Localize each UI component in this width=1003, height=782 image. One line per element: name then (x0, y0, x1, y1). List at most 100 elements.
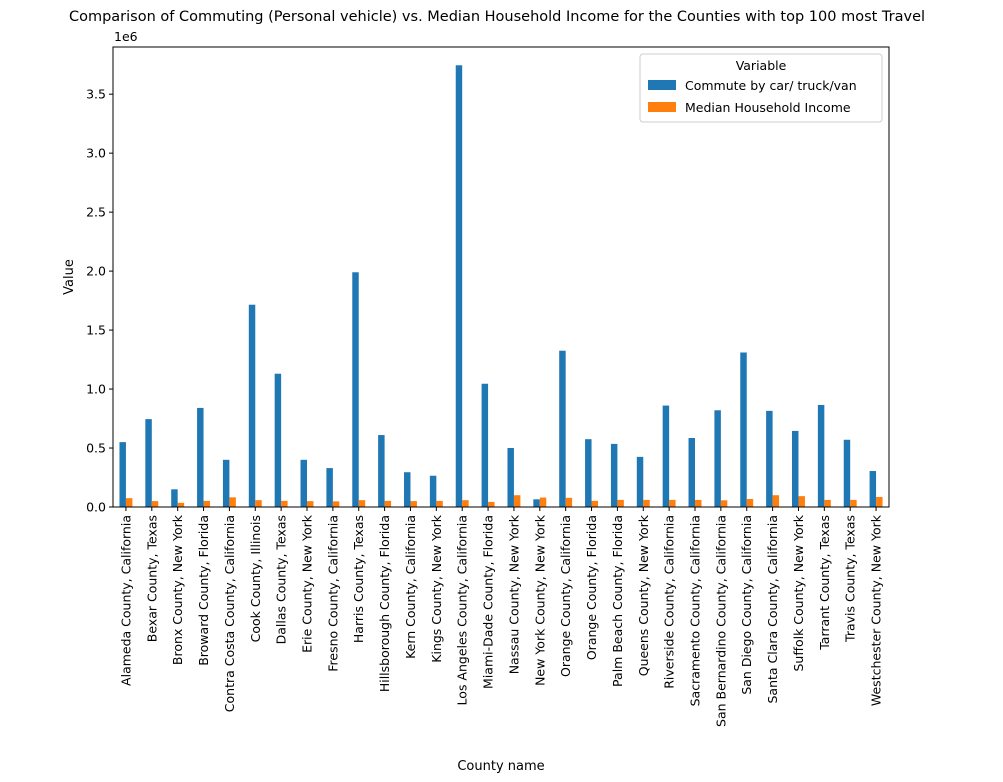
x-tick-label: Miami-Dade County, Florida (481, 515, 496, 689)
bar-commute-6 (274, 373, 282, 507)
bar-commute-27 (817, 404, 825, 507)
bar-commute-16 (533, 499, 540, 507)
bar-commute-22 (688, 438, 695, 507)
x-tick-label: Palm Beach County, Florida (610, 515, 625, 687)
x-tick-label: New York County, New York (532, 514, 547, 686)
bar-commute-7 (300, 459, 307, 507)
bar-income-4 (229, 497, 236, 507)
bar-income-12 (436, 500, 443, 507)
chart-title: Comparison of Commuting (Personal vehicl… (69, 9, 925, 25)
bar-commute-21 (662, 405, 670, 507)
bar-commute-18 (585, 439, 592, 507)
x-tick-label: Hillsborough County, Florida (377, 515, 392, 692)
bar-income-10 (384, 500, 392, 507)
x-tick-label: Bexar County, Texas (144, 515, 159, 642)
x-tick-label: Suffolk County, New York (791, 514, 806, 671)
bar-income-18 (591, 500, 598, 507)
y-tick-label: 3.5 (86, 87, 106, 102)
bar-income-26 (798, 496, 805, 507)
x-tick-label: Queens County, New York (636, 514, 651, 676)
legend-swatch (648, 80, 676, 90)
bar-commute-24 (740, 352, 747, 507)
bar-income-28 (850, 499, 857, 507)
x-tick-label: San Diego County, California (739, 515, 754, 695)
x-tick-label: Bronx County, New York (170, 514, 185, 665)
legend: Variable Commute by car/ truck/van Median… (639, 53, 883, 123)
legend-entry: Commute by car/ truck/van (685, 78, 857, 93)
bar-commute-11 (404, 472, 411, 507)
y-axis-scale-label: 1e6 (114, 29, 138, 44)
bar-income-9 (358, 500, 366, 507)
x-tick-label: Harris County, Texas (351, 515, 366, 643)
bar-commute-20 (636, 456, 644, 507)
x-tick-label: Alameda County, California (118, 515, 133, 686)
bar-income-7 (307, 501, 314, 507)
bar-income-8 (332, 501, 340, 507)
y-tick-label: 0.0 (86, 500, 106, 515)
y-tick-label: 1.5 (86, 323, 106, 338)
x-tick-label: Sacramento County, California (688, 515, 703, 706)
bar-commute-25 (766, 410, 773, 507)
x-axis: Alameda County, California Bexar County, … (118, 507, 884, 727)
x-axis-label: County name (457, 759, 544, 774)
bar-income-1 (151, 501, 159, 507)
x-tick-label: Contra Costa County, California (222, 515, 237, 712)
bar-commute-19 (610, 443, 618, 507)
bar-commute-4 (222, 459, 230, 507)
x-tick-label: Santa Clara County, California (765, 515, 780, 704)
bar-income-15 (513, 495, 521, 507)
bar-income-25 (772, 495, 780, 507)
bar-commute-1 (145, 419, 152, 507)
bar-income-14 (488, 501, 495, 507)
bar-commute-26 (792, 430, 799, 507)
bar-income-3 (203, 500, 210, 507)
bar-income-6 (281, 500, 288, 507)
legend-box (639, 53, 883, 123)
x-tick-label: Tarrant County, Texas (817, 515, 832, 651)
bar-commute-23 (714, 410, 721, 507)
bar-commute-29 (869, 471, 877, 507)
legend-title: Variable (736, 58, 787, 73)
bar-income-0 (125, 498, 133, 507)
x-tick-label: Kings County, New York (429, 514, 444, 662)
bar-income-16 (539, 497, 547, 507)
bar-commute-8 (326, 468, 333, 507)
plot-frame (112, 46, 890, 508)
bar-income-29 (876, 496, 883, 507)
bar-commute-2 (171, 489, 178, 507)
bar-income-11 (410, 501, 417, 507)
y-tick-label: 2.0 (86, 264, 106, 279)
bar-commute-28 (843, 439, 851, 507)
y-tick-label: 2.5 (86, 205, 106, 220)
bar-commute-17 (559, 350, 566, 507)
bar-commute-3 (197, 407, 204, 507)
bar-income-21 (669, 499, 676, 507)
bar-income-13 (462, 500, 469, 507)
x-tick-label: Cook County, Illinois (248, 515, 263, 642)
x-tick-label: Travis County, Texas (843, 515, 858, 643)
bar-commute-5 (248, 304, 256, 507)
bar-income-27 (824, 499, 831, 507)
x-tick-label: Orange County, Florida (584, 515, 599, 660)
x-tick-label: Riverside County, California (662, 515, 677, 689)
legend-entry: Median Household Income (685, 100, 851, 115)
bar-commute-13 (455, 65, 463, 507)
bar-income-22 (695, 499, 702, 507)
x-tick-label: Kern County, California (403, 515, 418, 659)
y-tick-label: 0.5 (86, 441, 106, 456)
x-tick-label: Fresno County, California (325, 515, 340, 672)
bar-income-20 (643, 499, 650, 507)
y-axis-label: Value (62, 259, 77, 295)
x-tick-label: San Bernardino County, California (713, 515, 728, 727)
bar-income-23 (720, 500, 728, 507)
y-axis: 0.0 0.5 1.0 1.5 2.0 2.5 3.0 3.5 (86, 87, 113, 515)
bar-commute-0 (119, 442, 126, 507)
x-tick-label: Nassau County, New York (506, 514, 521, 674)
x-tick-label: Westchester County, New York (869, 514, 884, 706)
x-tick-label: Broward County, Florida (196, 515, 211, 666)
bar-income-17 (565, 497, 573, 507)
bar-commute-15 (507, 448, 514, 507)
y-tick-label: 3.0 (86, 146, 106, 161)
bar-income-2 (177, 502, 185, 507)
